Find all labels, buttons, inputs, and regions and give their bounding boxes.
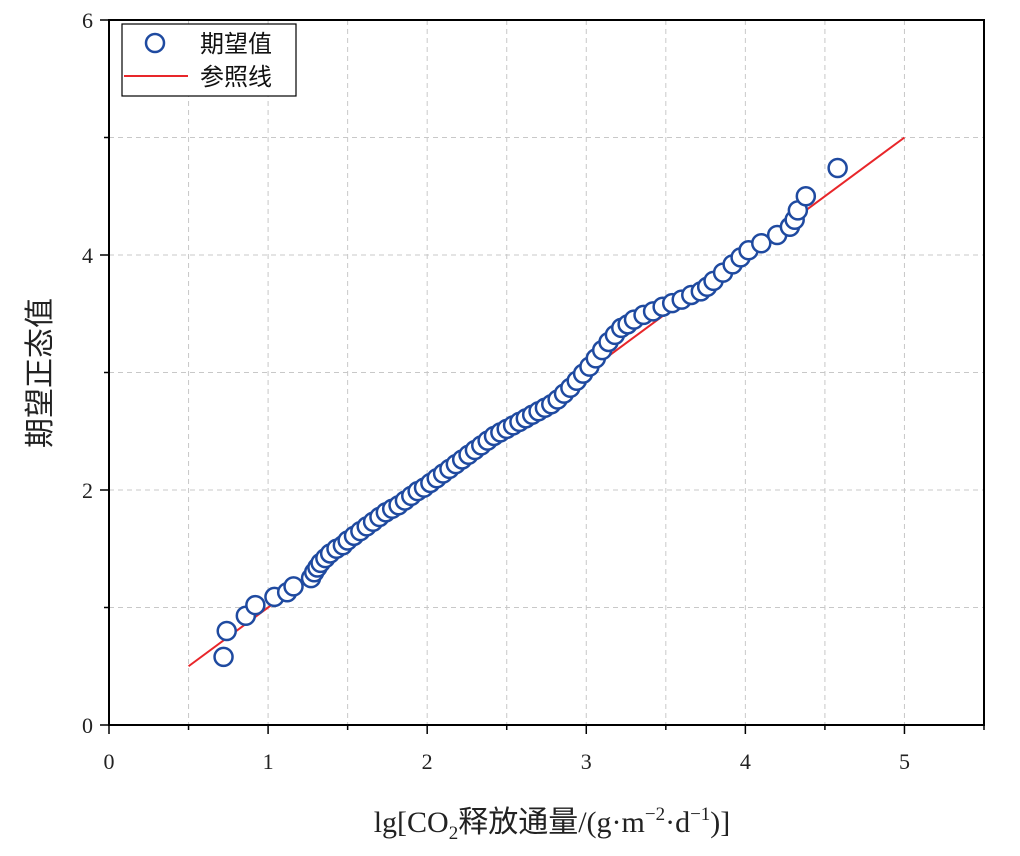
data-point [751, 233, 772, 254]
axis-ticks [100, 19, 985, 734]
y-tick-label: 6 [82, 8, 93, 33]
y-tick-labels: 0 2 4 6 [82, 8, 93, 738]
x-tick-label: 4 [740, 749, 751, 774]
data-point [795, 186, 817, 207]
y-tick-label: 4 [82, 243, 93, 268]
expected-value-points [213, 157, 848, 668]
data-point [216, 620, 237, 642]
data-point [827, 157, 848, 179]
x-tick-label: 5 [899, 749, 910, 774]
x-tick-label: 2 [422, 749, 433, 774]
x-tick-label: 1 [263, 749, 274, 774]
data-point [283, 576, 304, 597]
x-axis-title: lg[CO2释放通量/(g·m−2·d−1)] [374, 804, 731, 844]
legend: 期望值 参照线 [121, 23, 297, 97]
legend-label-reference: 参照线 [200, 64, 272, 91]
y-tick-label: 0 [82, 713, 93, 738]
y-axis-title: 期望正态值 [24, 298, 57, 448]
x-tick-labels: 0 1 2 3 4 5 [104, 749, 910, 774]
x-tick-label: 3 [581, 749, 592, 774]
y-tick-label: 2 [82, 478, 93, 503]
legend-label-expected: 期望值 [200, 31, 272, 58]
x-tick-label: 0 [104, 749, 115, 774]
legend-marker-expected [144, 32, 166, 54]
data-point [245, 594, 266, 616]
data-point [213, 646, 234, 668]
